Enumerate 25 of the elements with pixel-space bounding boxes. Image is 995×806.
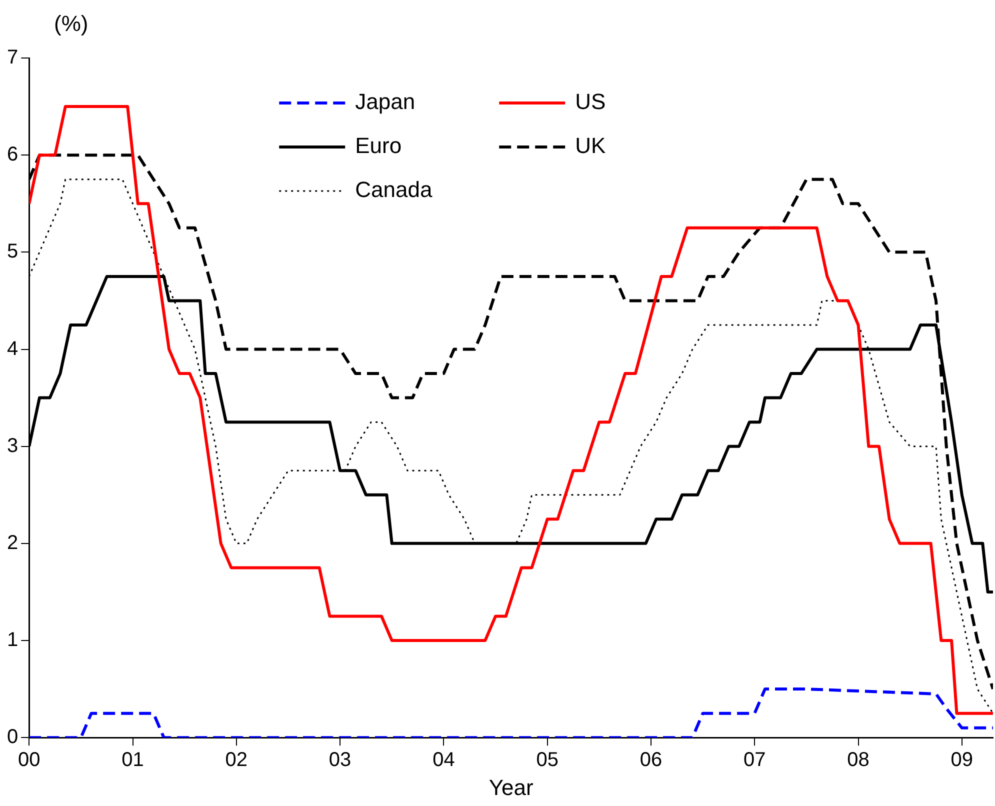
x-tick-label: 04 <box>432 749 455 772</box>
x-tick-label: 09 <box>950 749 974 772</box>
y-tick-label: 0 <box>7 726 18 748</box>
legend-label: Canada <box>355 177 433 202</box>
x-tick-label: 08 <box>847 749 870 772</box>
y-tick-label: 6 <box>7 144 18 166</box>
x-tick-label: 02 <box>225 749 248 772</box>
y-axis-title: (%) <box>54 11 88 36</box>
x-tick-label: 06 <box>640 749 662 772</box>
legend-label: UK <box>575 133 606 158</box>
x-tick-label: 01 <box>122 749 144 772</box>
y-tick-label: 5 <box>7 240 18 263</box>
y-tick-label: 7 <box>7 46 18 69</box>
legend-label: Euro <box>355 133 402 158</box>
y-tick-label: 1 <box>7 629 18 652</box>
y-tick-label: 4 <box>7 338 18 360</box>
x-tick-label: 03 <box>328 749 352 772</box>
x-tick-label: 00 <box>18 749 40 772</box>
x-tick-label: 07 <box>743 749 766 772</box>
legend-label: US <box>575 89 606 114</box>
x-tick-label: 05 <box>536 749 558 772</box>
x-axis-title: Year <box>488 774 534 800</box>
y-tick-label: 2 <box>7 532 18 554</box>
y-tick-label: 3 <box>7 434 18 457</box>
legend-label: Japan <box>355 89 416 114</box>
